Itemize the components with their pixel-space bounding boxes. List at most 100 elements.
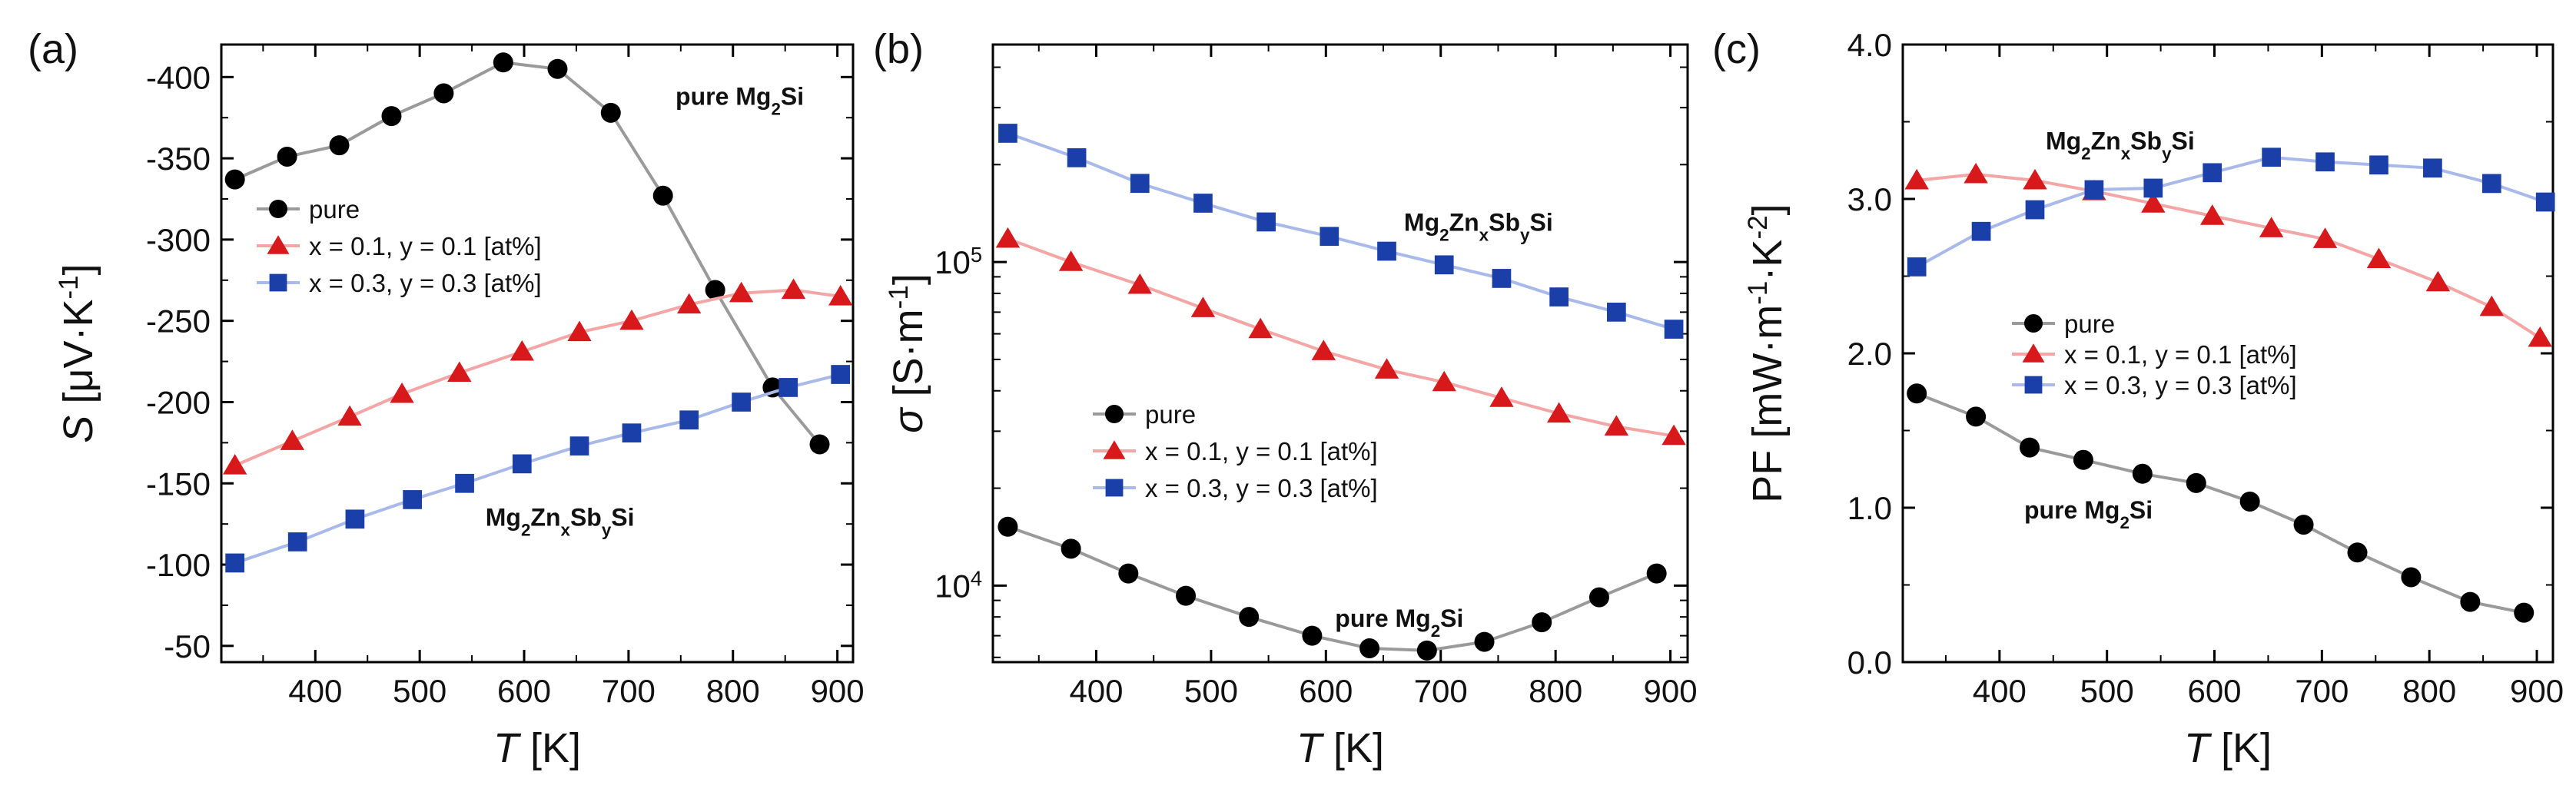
- annotation: Mg2ZnxSbySi: [1404, 208, 1553, 244]
- data-point: [1320, 227, 1339, 247]
- x-tick-label: 600: [2187, 673, 2241, 709]
- data-point: [2203, 163, 2222, 183]
- data-point: [2366, 247, 2392, 269]
- data-point: [1239, 607, 1260, 628]
- legend-label: x = 0.1, y = 0.1 [at%]: [2064, 340, 2297, 369]
- data-point: [1058, 250, 1084, 271]
- x-tick-label: 500: [2080, 673, 2134, 709]
- y-tick-label: -300: [146, 222, 211, 258]
- y-axis-title: σ [S·m-1]: [884, 273, 932, 433]
- data-point: [1971, 221, 1991, 241]
- data-point: [1474, 631, 1495, 652]
- y-tick-label: -350: [146, 141, 211, 177]
- data-point: [1604, 415, 1629, 436]
- x-tick-label: 400: [288, 673, 342, 709]
- data-point: [622, 423, 642, 443]
- data-point: [2141, 192, 2166, 213]
- y-axis-title: PF [mW·m-1·K-2]: [1743, 204, 1791, 502]
- data-point: [512, 454, 532, 474]
- data-point: [1377, 241, 1396, 261]
- data-point: [337, 405, 362, 426]
- x-tick-label: 700: [602, 673, 656, 709]
- series-1: [1904, 162, 2552, 347]
- data-point: [1374, 358, 1399, 379]
- panel-a: 400 500 600 700 800 900 -400 -350 -300 -250 -200 -1…: [28, 26, 865, 771]
- y-tick-label: -400: [146, 59, 211, 95]
- data-point: [567, 320, 592, 342]
- legend-label: pure: [309, 195, 360, 224]
- data-point: [1588, 587, 1609, 608]
- y-tick-label: 105: [934, 243, 982, 281]
- legend-marker: [1105, 405, 1124, 423]
- data-point: [652, 185, 673, 206]
- y-tick-label: 104: [934, 566, 982, 605]
- legend-marker: [1105, 479, 1124, 497]
- data-point: [828, 284, 853, 306]
- data-point: [1130, 174, 1150, 194]
- x-tick-label: 700: [1414, 673, 1468, 709]
- series-2: [998, 124, 1684, 339]
- y-tick-label: 4.0: [1847, 27, 1892, 63]
- x-tick-label: 800: [706, 673, 760, 709]
- annotation: pure Mg2Si: [2024, 496, 2153, 532]
- annotation: Mg2ZnxSbySi: [486, 503, 635, 539]
- data-point: [831, 365, 851, 384]
- data-point: [2460, 591, 2481, 612]
- data-point: [1904, 168, 1929, 190]
- data-point: [2315, 152, 2335, 172]
- data-point: [778, 378, 798, 397]
- data-point: [510, 340, 534, 361]
- data-point: [381, 106, 402, 127]
- series-line: [1007, 525, 1658, 652]
- data-point: [1549, 287, 1569, 306]
- series-1: [995, 227, 1686, 446]
- data-point: [1646, 563, 1667, 584]
- series-2: [1907, 147, 2555, 277]
- data-point: [225, 553, 245, 573]
- data-point: [679, 410, 699, 430]
- data-point: [403, 490, 422, 509]
- series-line: [234, 288, 841, 467]
- legend-label: x = 0.3, y = 0.3 [at%]: [309, 269, 542, 297]
- data-point: [569, 436, 589, 456]
- plot-frame: [220, 43, 855, 664]
- data-point: [547, 58, 568, 79]
- data-point: [1664, 320, 1684, 339]
- data-point: [2293, 515, 2314, 535]
- y-tick-label: 2.0: [1847, 336, 1892, 372]
- x-tick-label: 700: [2295, 673, 2349, 709]
- data-point: [1489, 386, 1514, 407]
- legend-label: pure: [1145, 400, 1196, 429]
- data-point: [2239, 491, 2260, 512]
- legend-label: x = 0.3, y = 0.3 [at%]: [1145, 474, 1378, 502]
- data-point: [1607, 303, 1626, 322]
- panel-label: (c): [1712, 26, 1761, 72]
- data-point: [447, 361, 472, 383]
- data-point: [222, 454, 247, 475]
- series-line: [1916, 172, 2541, 340]
- series-line: [1916, 392, 2525, 615]
- data-point: [2073, 449, 2093, 470]
- data-point: [1907, 383, 1927, 404]
- y-axis-title: S [μV·K-1]: [54, 263, 102, 442]
- data-point: [600, 102, 621, 123]
- data-point: [1359, 638, 1380, 658]
- data-point: [809, 434, 830, 455]
- legend-label: x = 0.1, y = 0.1 [at%]: [309, 232, 542, 260]
- data-point: [2262, 147, 2281, 167]
- data-point: [1302, 625, 1323, 646]
- data-point: [1546, 402, 1572, 423]
- y-tick-label: 1.0: [1847, 490, 1892, 526]
- data-point: [2312, 227, 2338, 248]
- x-tick-label: 500: [1184, 673, 1238, 709]
- data-point: [1176, 585, 1197, 606]
- y-tick-label: 3.0: [1847, 181, 1892, 217]
- x-tick-label: 600: [497, 673, 551, 709]
- series-1: [222, 278, 853, 475]
- data-point: [329, 135, 350, 156]
- legend-label: pure: [2064, 310, 2115, 338]
- data-point: [1966, 406, 1987, 427]
- data-point: [2347, 542, 2368, 563]
